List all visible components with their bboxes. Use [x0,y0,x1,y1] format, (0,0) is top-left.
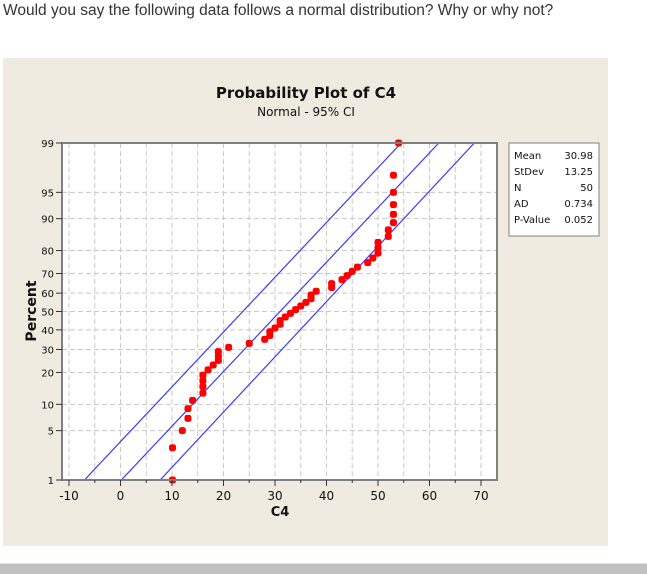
x-tick-label: 20 [216,489,231,503]
data-point [214,348,222,356]
y-tick-label: 80 [41,247,54,258]
data-point [389,210,397,218]
stat-label: N [514,183,521,194]
data-point [384,232,392,240]
y-tick-label: 99 [41,139,54,150]
x-tick-label: -10 [59,489,79,503]
ci-lines [84,143,475,480]
data-point [286,309,294,317]
data-point [369,254,377,262]
data-point [199,389,207,397]
data-point [302,298,310,306]
x-tick-label: 30 [267,489,282,503]
data-point [312,287,320,295]
stat-value: 50 [580,183,593,194]
data-point [348,267,356,275]
x-tick-label: 0 [117,489,125,503]
stat-value: 0.052 [564,215,593,226]
x-tick-label: 70 [473,489,488,503]
data-point [353,263,361,271]
chart-panel: Probability Plot of C4 Normal - 95% CI -… [3,58,608,546]
data-point [276,317,284,325]
data-point [281,313,289,321]
data-point [343,272,351,280]
stat-value: 0.734 [564,199,593,210]
x-axis: -10 0 10 20 30 40 50 60 70 [59,480,489,503]
stat-value: 30.98 [564,151,593,162]
y-axis: 1 5 10 20 30 40 50 60 70 80 90 95 99 [41,139,62,487]
data-point [374,238,382,246]
x-axis-label: C4 [271,505,290,520]
data-point [374,244,382,252]
probability-plot: Probability Plot of C4 Normal - 95% CI -… [24,84,600,520]
stats-box: Mean 30.98 StDev 13.25 N 50 AD 0.734 P-Value 0.05… [508,142,600,237]
stat-label: AD [514,199,529,210]
y-tick-label: 50 [41,308,54,319]
data-point [292,306,300,314]
chart-subtitle: Normal - 95% CI [257,105,355,119]
stat-label: StDev [514,167,544,178]
data-point [199,383,207,391]
data-points [169,139,403,484]
y-axis-label: Percent [24,280,40,341]
y-tick-label: 5 [48,427,54,438]
data-point [328,280,336,288]
data-point [338,276,346,284]
data-point [204,366,212,374]
y-tick-label: 95 [41,188,54,199]
data-point [261,335,269,343]
data-point [169,444,177,452]
question-text: Would you say the following data follows… [3,2,554,19]
x-tick-label: 10 [164,489,179,503]
x-tick-label: 40 [319,489,334,503]
data-point [389,219,397,227]
y-tick-label: 20 [41,368,54,379]
data-point [389,171,397,179]
data-point [364,259,372,267]
data-point [199,371,207,379]
data-point [384,226,392,234]
y-tick-label: 70 [41,270,54,281]
data-point [199,377,207,385]
y-tick-label: 10 [41,400,54,411]
y-tick-label: 90 [41,215,54,226]
data-point [389,201,397,209]
y-tick-label: 40 [41,326,54,337]
bottom-scrollbar[interactable] [0,563,647,574]
data-point [297,302,305,310]
stat-label: Mean [514,151,541,162]
y-tick-label: 60 [41,289,54,300]
stat-value: 13.25 [564,167,593,178]
x-tick-label: 60 [422,489,437,503]
y-tick-label: 1 [48,476,54,487]
data-point [178,427,186,435]
data-point [307,291,315,299]
chart-title: Probability Plot of C4 [216,84,396,102]
grid-lines [62,143,497,480]
data-point [184,414,192,422]
data-point [266,328,274,336]
data-point [184,405,192,413]
data-point [374,249,382,257]
data-point [245,339,253,347]
data-point [225,343,233,351]
x-tick-label: 50 [370,489,385,503]
data-point [271,324,279,332]
y-tick-label: 30 [41,345,54,356]
data-point [389,188,397,196]
stat-label: P-Value [514,215,550,226]
data-point [189,396,197,404]
data-point [209,361,217,369]
